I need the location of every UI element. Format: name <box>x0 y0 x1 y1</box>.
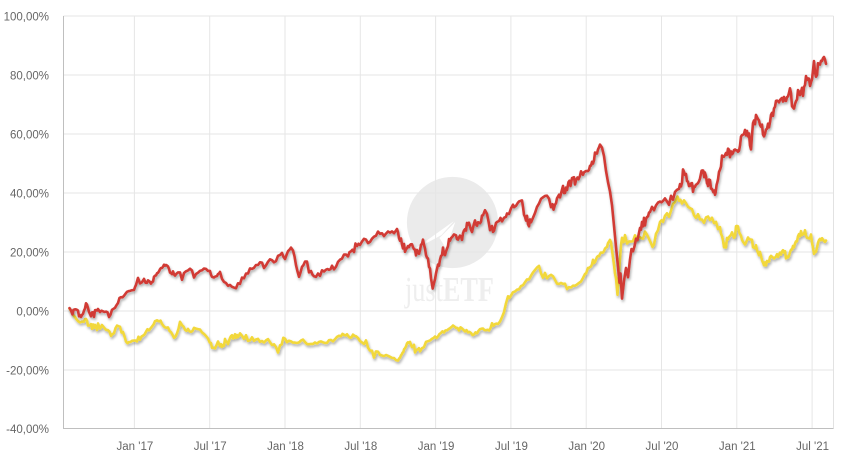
svg-text:60,00%: 60,00% <box>10 130 49 142</box>
svg-text:justETF: justETF <box>404 269 494 309</box>
svg-text:20,00%: 20,00% <box>10 248 49 260</box>
svg-text:80,00%: 80,00% <box>10 71 49 83</box>
svg-text:Jul '18: Jul '18 <box>344 441 377 453</box>
svg-text:Jan '17: Jan '17 <box>117 441 154 453</box>
svg-text:-40,00%: -40,00% <box>6 424 49 436</box>
svg-text:0,00%: 0,00% <box>16 307 49 319</box>
svg-text:Jan '18: Jan '18 <box>267 441 304 453</box>
svg-text:40,00%: 40,00% <box>10 189 49 201</box>
svg-text:100,00%: 100,00% <box>4 12 49 24</box>
svg-text:Jan '19: Jan '19 <box>418 441 455 453</box>
svg-text:-20,00%: -20,00% <box>6 366 49 378</box>
svg-text:Jul '19: Jul '19 <box>495 441 528 453</box>
svg-text:Jul '20: Jul '20 <box>646 441 679 453</box>
svg-text:Jul '17: Jul '17 <box>194 441 227 453</box>
svg-text:Jul '21: Jul '21 <box>796 441 829 453</box>
svg-text:Jan '20: Jan '20 <box>568 441 605 453</box>
svg-text:Jan '21: Jan '21 <box>719 441 756 453</box>
